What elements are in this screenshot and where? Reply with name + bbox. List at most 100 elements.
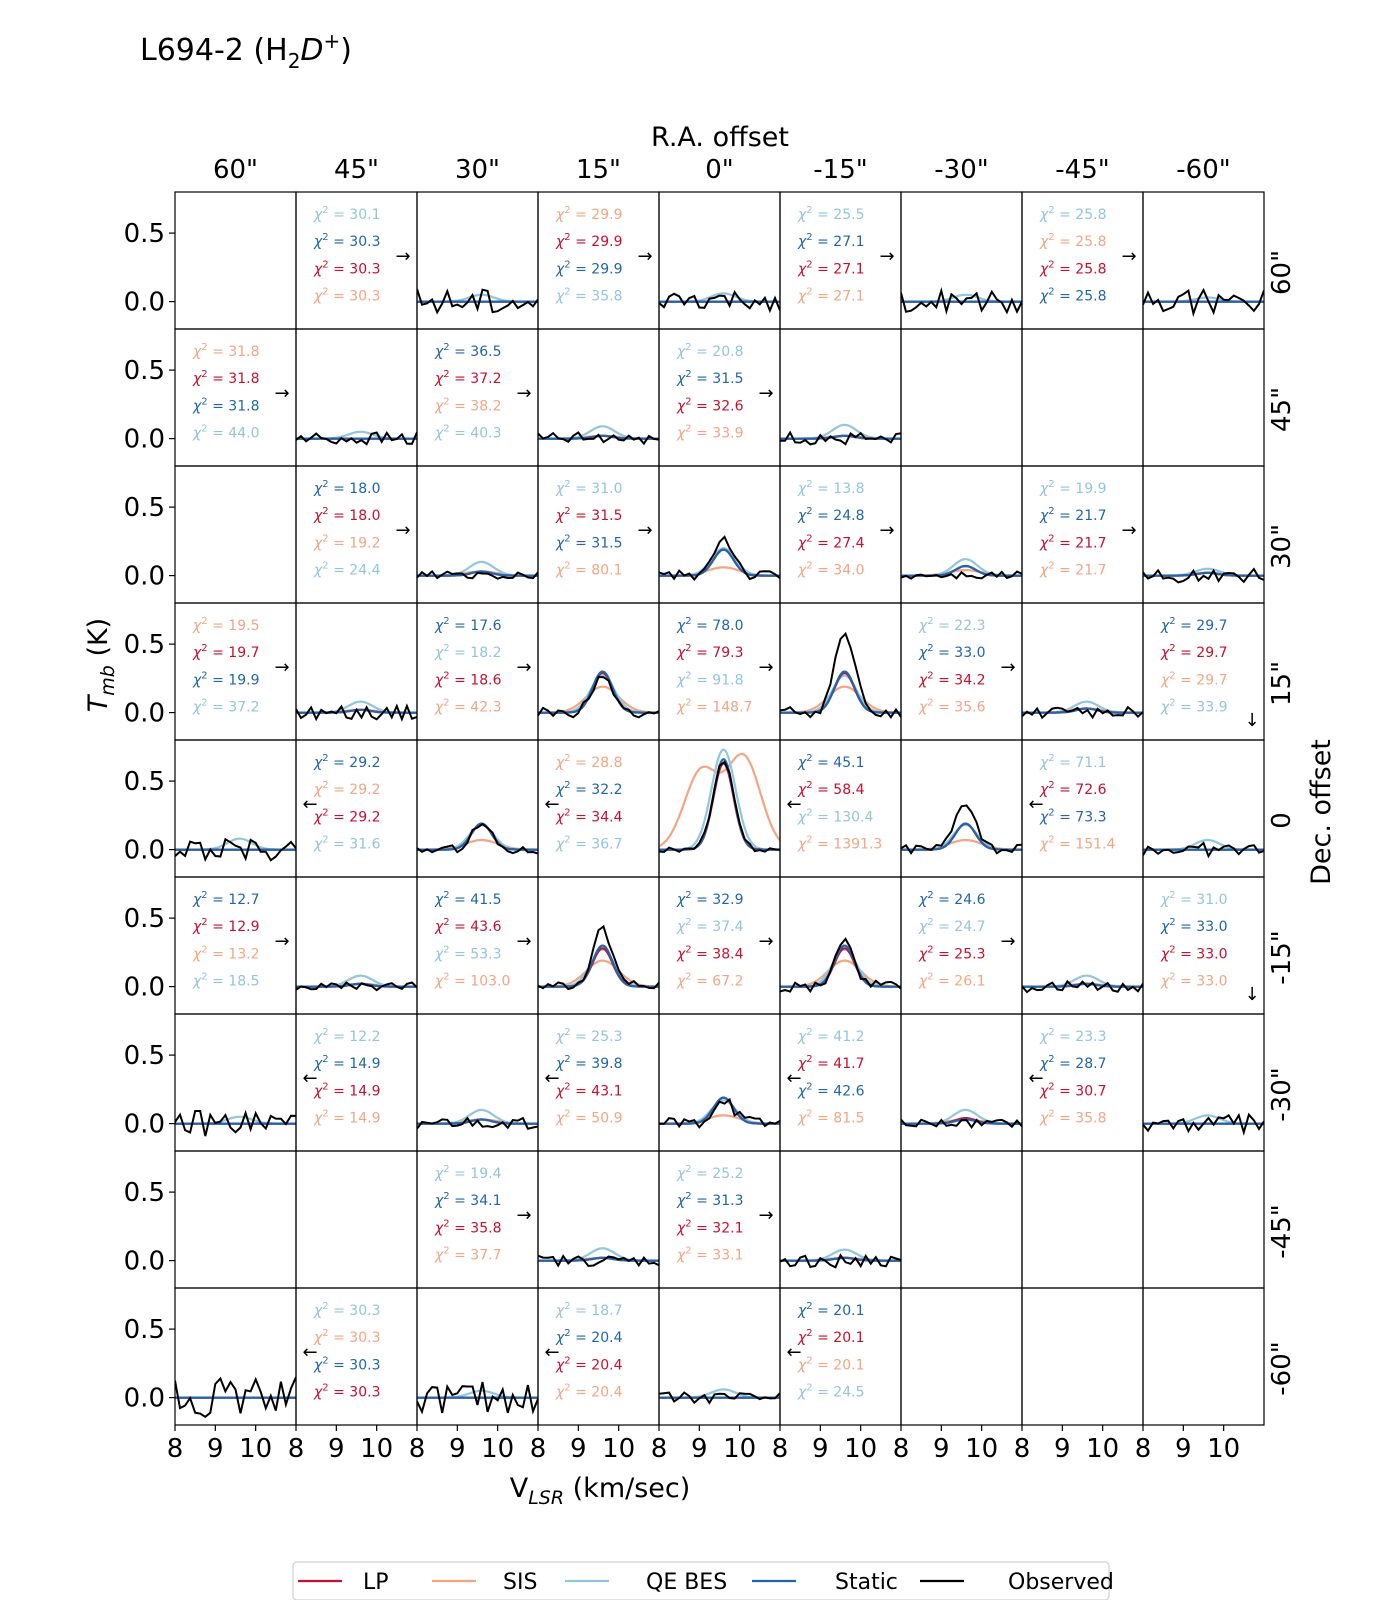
chi-square-label: χ2 = 20.4 <box>555 1355 623 1373</box>
chi-square-label: χ2 = 30.3 <box>313 232 380 250</box>
chi-square-label: χ2 = 36.5 <box>434 342 501 360</box>
chi-square-label: χ2 = 41.7 <box>797 1054 864 1072</box>
left-arrow-icon: ← <box>302 1068 317 1089</box>
chi-square-label: χ2 = 23.3 <box>1039 1027 1106 1045</box>
static-model-line <box>1143 571 1264 577</box>
x-tick-label: 9 <box>328 1434 345 1464</box>
down-arrow-icon: ↓ <box>1244 710 1259 731</box>
spectrum-panel <box>1142 739 1265 878</box>
panel-grid: 0.00.5χ2 = 30.1χ2 = 30.3χ2 = 30.3χ2 = 30… <box>124 191 1265 1464</box>
spectrum-panel <box>1142 328 1265 467</box>
static-model-line <box>538 1256 659 1262</box>
chi-square-label: χ2 = 30.3 <box>313 287 380 305</box>
x-tick-label: 10 <box>844 1434 877 1464</box>
spectrum-panel: 0.0 0.5 <box>124 1150 297 1289</box>
spectrum-panel <box>1142 191 1265 330</box>
panel-frame <box>1021 328 1144 467</box>
ra-tick-label: -60" <box>1176 155 1230 185</box>
chi-square-label: χ2 = 37.7 <box>434 1246 501 1264</box>
panel-frame <box>537 1150 660 1289</box>
spectrum-panel <box>658 739 781 878</box>
panel-frame <box>416 739 539 878</box>
spectrum-panel <box>537 1150 660 1289</box>
panel-frame <box>174 1150 297 1289</box>
panel-frame <box>1142 465 1265 604</box>
observed-spectrum-line <box>780 1253 901 1269</box>
right-arrow-icon: → <box>1000 657 1015 678</box>
y-tick-label: 0.0 <box>124 1110 165 1140</box>
chi-square-label: χ2 = 25.5 <box>797 205 864 223</box>
dec-tick-label: 60" <box>1267 250 1297 295</box>
spectrum-panel <box>779 876 902 1015</box>
right-arrow-icon: → <box>516 1205 531 1226</box>
dec-tick-label: -15" <box>1267 930 1297 984</box>
observed-spectrum-line <box>1143 287 1264 318</box>
chi-square-label: χ2 = 151.4 <box>1039 835 1115 853</box>
chi-square-label: χ2 = 14.9 <box>313 1054 380 1072</box>
chi-square-label: χ2 = 72.6 <box>1039 780 1107 798</box>
panel-frame <box>1021 876 1144 1015</box>
legend-label: Observed <box>1008 1570 1114 1595</box>
left-arrow-icon: ← <box>544 794 559 815</box>
x-tick-label: 8 <box>530 1434 547 1464</box>
x-axis-label: VLSR (km/sec) <box>510 1473 691 1509</box>
chi-square-label: χ2 = 130.4 <box>797 807 873 825</box>
y-axis-label: Tmb (K) <box>83 618 119 712</box>
chi-square-label: χ2 = 41.2 <box>797 1027 864 1045</box>
y-tick-label: 0.0 <box>124 288 165 318</box>
chi-square-label: χ2 = 34.0 <box>797 561 864 579</box>
chi-square-label: χ2 = 27.4 <box>797 533 865 551</box>
x-tick-label: 10 <box>481 1434 514 1464</box>
spectrum-panel: χ2 = 78.0 χ2 = 79.3 χ2 = 91.8 χ2 = 148.7 → <box>658 602 781 741</box>
y-tick-label: 0.5 <box>124 630 165 660</box>
observed-spectrum-line <box>175 1376 296 1419</box>
spectrum-panel: χ2 = 25.3 χ2 = 39.8 χ2 = 43.1 χ2 = 50.9 ← <box>537 1013 660 1152</box>
chi-square-label: χ2 = 25.8 <box>1039 205 1106 223</box>
sis-model-line <box>417 838 538 851</box>
chi-square-label: χ2 = 44.0 <box>192 424 259 442</box>
spectrum-panel <box>416 1013 539 1152</box>
x-tick-label: 9 <box>691 1434 708 1464</box>
sis-model-line <box>780 959 901 988</box>
y-tick-label: 0.5 <box>124 219 165 249</box>
chi-square-label: χ2 = 79.3 <box>676 643 743 661</box>
observed-spectrum-line <box>659 1391 780 1405</box>
x-tick-label: 9 <box>449 1434 466 1464</box>
observed-spectrum-line <box>659 535 780 581</box>
spectrum-panel: χ2 = 71.1 χ2 = 72.6 χ2 = 73.3 χ2 = 151.4 ← <box>1021 739 1144 878</box>
observed-spectrum-line <box>296 981 417 992</box>
chi-square-label: χ2 = 43.6 <box>434 917 502 935</box>
ra-tick-labels: 60" 45" 30" 15" 0" -15" -30" -45" -60" <box>213 155 1231 185</box>
chi-square-label: χ2 = 20.8 <box>676 342 743 360</box>
right-arrow-icon: → <box>516 657 531 678</box>
chi-square-label: χ2 = 19.9 <box>192 670 259 688</box>
observed-spectrum-line <box>417 1116 538 1130</box>
panel-frame <box>1142 1287 1265 1426</box>
right-arrow-icon: → <box>879 246 894 267</box>
static-model-line <box>538 670 659 714</box>
spectrum-panel <box>1021 876 1144 1015</box>
spectrum-panel: χ2 = 31.8 χ2 = 31.8 χ2 = 31.8 χ2 = 44.0 → 0.0… <box>124 328 297 467</box>
spectrum-panel: 0.0 0.5 <box>124 191 297 330</box>
spectrum-panel <box>1021 328 1144 467</box>
static-model-line <box>296 982 417 988</box>
chi-square-label: χ2 = 19.9 <box>1039 479 1106 497</box>
spectrum-panel: χ2 = 25.2 χ2 = 31.3 χ2 = 32.1 χ2 = 33.1 → <box>658 1150 781 1289</box>
dec-tick-label: -30" <box>1267 1067 1297 1121</box>
spectrum-panel <box>779 1150 902 1289</box>
chi-square-label: χ2 = 29.7 <box>1160 616 1227 634</box>
chi-square-label: χ2 = 34.4 <box>555 807 623 825</box>
chi-square-label: χ2 = 30.3 <box>313 1301 380 1319</box>
chi-square-label: χ2 = 37.4 <box>676 917 744 935</box>
right-arrow-icon: → <box>516 931 531 952</box>
spectrum-panel: χ2 = 18.0 χ2 = 18.0 χ2 = 19.2 χ2 = 24.4 → <box>295 465 418 604</box>
chi-square-label: χ2 = 148.7 <box>676 698 752 716</box>
spectrum-panel <box>658 191 781 330</box>
chi-square-label: χ2 = 13.2 <box>192 944 259 962</box>
panel-frame <box>1021 1287 1144 1426</box>
spectrum-panel: χ2 = 28.8 χ2 = 32.2 χ2 = 34.4 χ2 = 36.7 ← <box>537 739 660 878</box>
chi-square-label: χ2 = 58.4 <box>797 780 865 798</box>
chi-square-label: χ2 = 34.1 <box>434 1191 501 1209</box>
spectrum-panel: χ2 = 20.1 χ2 = 20.1 χ2 = 20.1 χ2 = 24.5 ← 8 9 1… <box>772 1287 902 1464</box>
y-tick-label: 0.5 <box>124 493 165 523</box>
